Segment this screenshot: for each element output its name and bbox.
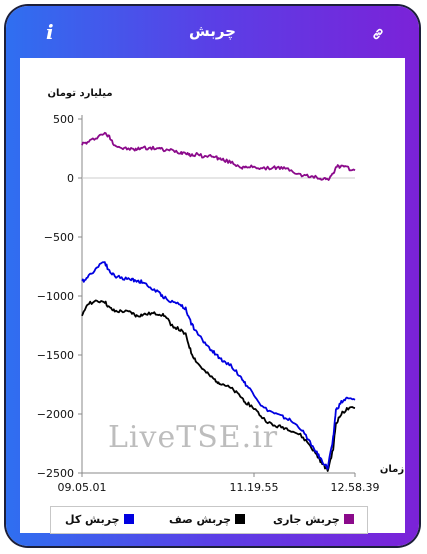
legend-label-current: چربش جاری: [273, 513, 340, 526]
x-tick-label: 12.58.39: [331, 481, 380, 494]
y-tick-label: −1500: [37, 349, 74, 362]
y-tick-label: −500: [44, 231, 74, 244]
legend-swatch-queue: [235, 514, 246, 524]
chart-panel: LiveTSE.ir میلیارد تومان زمان 500 0 −500 −1…: [20, 58, 405, 534]
legend-item-queue[interactable]: چربش صف: [169, 513, 246, 526]
y-axis-label: میلیارد تومان: [47, 88, 112, 99]
y-tick-label: 0: [67, 172, 74, 185]
legend-swatch-current: [343, 514, 354, 524]
y-tick-label: 500: [53, 113, 74, 126]
line-chart: میلیارد تومان زمان 500 0 −500 −1000 −1500 −20…: [37, 88, 405, 494]
legend-label-queue: چربش صف: [169, 513, 232, 526]
chart-legend: چربش جاری چربش صف چربش کل: [50, 506, 368, 534]
app-frame: i چربش LiveTSE.ir میلیارد تومان زمان 500…: [6, 6, 419, 546]
legend-item-current[interactable]: چربش جاری: [273, 513, 354, 526]
app-header: i چربش: [6, 6, 419, 58]
y-tick-label: −2500: [37, 467, 74, 480]
legend-swatch-total: [123, 514, 134, 524]
link-icon-glyph: [373, 28, 383, 40]
info-icon[interactable]: i: [46, 20, 54, 44]
y-tick-label: −2000: [37, 408, 74, 421]
page-title: چربش: [189, 22, 236, 40]
series-line-current: [81, 131, 356, 181]
legend-item-total[interactable]: چربش کل: [65, 513, 134, 526]
y-tick-label: −1000: [37, 290, 74, 303]
x-tick-label: 09.05.01: [58, 481, 107, 494]
link-icon[interactable]: [371, 26, 385, 45]
chart-series-group: [81, 131, 356, 472]
series-line-total: [81, 261, 356, 470]
watermark-text: LiveTSE.ir: [108, 420, 279, 455]
x-tick-label: 11.19.55: [229, 481, 278, 494]
x-axis-label: زمان: [380, 464, 404, 475]
legend-label-total: چربش کل: [65, 513, 120, 526]
